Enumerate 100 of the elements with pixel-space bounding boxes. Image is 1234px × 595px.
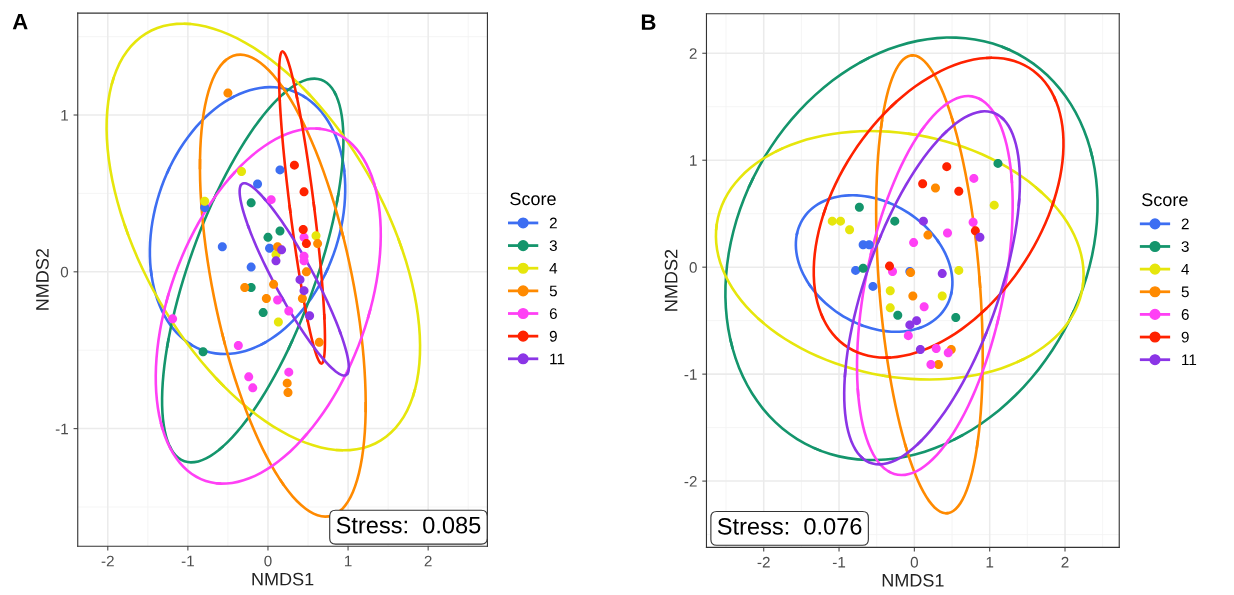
point xyxy=(314,337,324,347)
point xyxy=(253,179,263,189)
point xyxy=(298,224,308,234)
point xyxy=(261,293,271,303)
y-tick-label: 0 xyxy=(689,262,697,273)
point xyxy=(168,314,178,324)
chart-title: A xyxy=(12,13,28,30)
point xyxy=(283,388,293,398)
point xyxy=(918,179,928,189)
point xyxy=(915,345,925,355)
y-axis-title: NMDS2 xyxy=(664,249,678,311)
point xyxy=(937,291,947,301)
point xyxy=(240,282,250,292)
point xyxy=(271,256,281,266)
point xyxy=(943,228,952,238)
point xyxy=(297,293,307,303)
point xyxy=(885,261,894,271)
point xyxy=(273,317,283,327)
chart-title: B xyxy=(641,14,656,30)
point xyxy=(301,267,311,277)
legend-label: 5 xyxy=(549,285,557,297)
point xyxy=(244,372,254,382)
legend-title: Score xyxy=(1142,193,1188,207)
x-axis-title: NMDS1 xyxy=(882,573,944,587)
point xyxy=(975,232,985,242)
y-axis-title: NMDS2 xyxy=(36,248,49,310)
point xyxy=(275,226,285,236)
point xyxy=(269,279,279,289)
point xyxy=(284,367,294,377)
y-tick-label: 2 xyxy=(689,48,697,59)
y-tick-label: -1 xyxy=(55,423,68,435)
point xyxy=(851,265,861,275)
y-tick-label: -2 xyxy=(684,475,697,487)
point xyxy=(951,312,961,322)
point xyxy=(854,202,864,212)
point xyxy=(313,239,323,249)
legend-label: 6 xyxy=(1181,309,1189,320)
point xyxy=(237,166,247,176)
point xyxy=(868,281,878,291)
point xyxy=(942,162,952,172)
point xyxy=(273,295,283,305)
point xyxy=(908,291,918,301)
point xyxy=(223,88,233,98)
point xyxy=(233,341,243,351)
point xyxy=(284,306,294,316)
x-tick-label: -1 xyxy=(832,556,846,568)
point xyxy=(926,360,936,369)
point xyxy=(905,320,915,330)
point xyxy=(295,275,305,285)
legend-label: 3 xyxy=(549,240,557,252)
point xyxy=(246,262,256,272)
legend-label: 2 xyxy=(1181,218,1189,230)
point xyxy=(200,196,210,206)
point xyxy=(912,316,922,326)
legend-label: 6 xyxy=(549,308,557,320)
point xyxy=(217,242,227,252)
x-tick-label: -2 xyxy=(757,556,770,568)
legend-label: 4 xyxy=(1181,263,1190,275)
legend-label: 9 xyxy=(1181,331,1189,343)
x-tick-label: 1 xyxy=(344,555,352,567)
point xyxy=(198,347,208,357)
point xyxy=(933,360,943,369)
point xyxy=(885,286,895,296)
y-tick-label: 1 xyxy=(690,155,697,166)
point xyxy=(263,232,273,242)
point xyxy=(275,165,285,175)
point xyxy=(248,383,258,393)
point xyxy=(885,303,895,313)
point xyxy=(836,216,846,226)
x-axis-title: NMDS1 xyxy=(252,572,314,586)
legend-label: 5 xyxy=(1181,286,1189,298)
annotation: Stress: 0.076 xyxy=(717,518,862,535)
y-tick-label: 1 xyxy=(61,110,68,121)
point xyxy=(918,216,928,226)
legend-label: 4 xyxy=(549,263,558,274)
point xyxy=(969,173,979,183)
point xyxy=(301,239,311,249)
point xyxy=(299,187,309,197)
point xyxy=(258,308,268,318)
point xyxy=(827,216,837,226)
annotation: Stress: 0.085 xyxy=(336,516,481,534)
point xyxy=(909,238,919,248)
point xyxy=(890,216,900,226)
point xyxy=(246,198,256,208)
point xyxy=(930,183,940,193)
legend-label: 11 xyxy=(1182,354,1197,366)
x-tick-label: 2 xyxy=(424,555,432,567)
point xyxy=(931,343,941,353)
point xyxy=(289,160,299,170)
x-tick-label: -1 xyxy=(181,555,194,567)
point xyxy=(989,200,999,210)
point xyxy=(277,245,287,255)
y-tick-label: 0 xyxy=(60,266,69,278)
point xyxy=(845,225,855,235)
point xyxy=(305,311,315,321)
point xyxy=(937,269,947,279)
point xyxy=(858,263,868,273)
point xyxy=(993,158,1003,168)
point xyxy=(266,195,276,205)
point xyxy=(919,302,929,312)
